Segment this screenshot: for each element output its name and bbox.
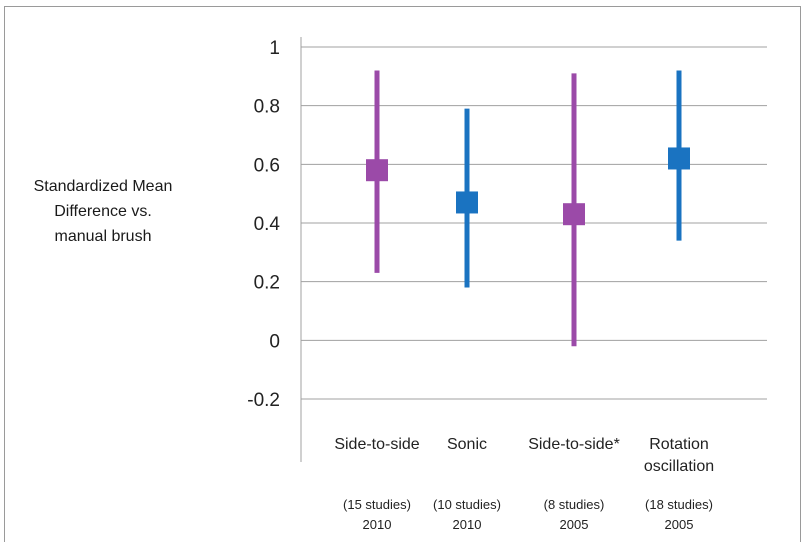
category-label: Rotation	[649, 436, 709, 453]
mean-marker	[366, 159, 388, 182]
error-bar-chart: 1 0.8 0.6 0.4 0.2 0 -0.2 Side-to-side (15 studie…	[247, 37, 767, 532]
mean-marker	[668, 147, 690, 170]
category-label: Side-to-side*	[528, 436, 620, 453]
mean-marker	[563, 203, 585, 226]
category-label: Sonic	[447, 436, 487, 453]
study-count-label: (10 studies)	[433, 497, 501, 512]
year-label: 2010	[363, 517, 392, 532]
study-count-label: (8 studies)	[544, 497, 605, 512]
mean-marker	[456, 191, 478, 214]
year-label: 2010	[453, 517, 482, 532]
y-tick-label: 0.6	[254, 155, 280, 176]
category-label: Side-to-side	[334, 436, 419, 453]
y-tick-label: -0.2	[247, 390, 280, 411]
y-axis-label-line-3: manual brush	[54, 228, 152, 245]
year-label: 2005	[560, 517, 589, 532]
y-tick-label: 0	[269, 331, 280, 352]
chart-frame: 1 0.8 0.6 0.4 0.2 0 -0.2 Side-to-side (15 studie…	[4, 6, 801, 542]
y-axis-label-line-1: Standardized Mean	[33, 178, 173, 195]
y-axis-label-line-2: Difference vs.	[54, 203, 152, 220]
study-count-label: (15 studies)	[343, 497, 411, 512]
study-count-label: (18 studies)	[645, 497, 713, 512]
y-tick-label: 0.4	[254, 214, 281, 235]
y-tick-label: 1	[269, 38, 280, 59]
year-label: 2005	[665, 517, 694, 532]
y-tick-label: 0.8	[254, 97, 280, 118]
y-tick-label: 0.2	[254, 273, 280, 294]
category-label: oscillation	[644, 458, 714, 475]
